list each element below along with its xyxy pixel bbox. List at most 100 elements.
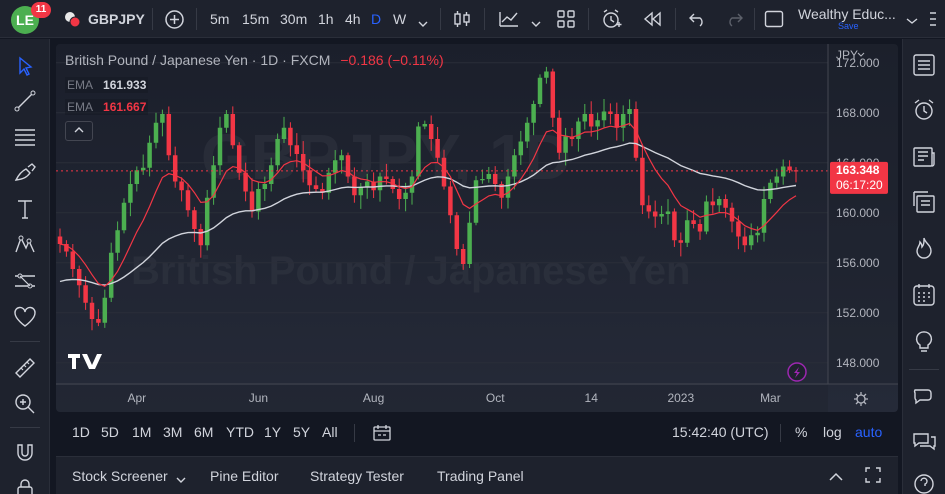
templates-icon[interactable] (556, 9, 576, 29)
utc-clock[interactable]: 15:42:40 (UTC) (672, 424, 769, 440)
candle (659, 205, 664, 224)
magnet-icon[interactable] (12, 439, 38, 465)
candle (300, 141, 306, 183)
maximize-icon[interactable] (864, 466, 882, 484)
tradingview-logo-icon[interactable] (68, 354, 102, 369)
divider (152, 8, 153, 30)
alert-clock-icon[interactable] (601, 8, 623, 30)
price-chart[interactable]: GBPJPY, 1D British Pound / Japanese Yen … (56, 44, 898, 412)
range-1m[interactable]: 1M (132, 424, 152, 440)
news-icon[interactable] (911, 144, 937, 170)
candle (409, 171, 415, 205)
candle (672, 208, 677, 247)
candle (102, 289, 108, 328)
range-1y[interactable]: 1Y (264, 424, 282, 440)
chat-bubbles-icon[interactable] (911, 384, 937, 410)
watchlist-icon[interactable] (911, 52, 937, 78)
redo-icon[interactable] (724, 10, 744, 28)
chart-legend: British Pound / Japanese Yen · 1D · FXCM… (65, 52, 444, 68)
candle (281, 116, 287, 143)
candles-icon[interactable] (452, 9, 472, 29)
price-scale-bg[interactable] (828, 44, 898, 384)
alarm-clock-icon[interactable] (911, 97, 937, 123)
chevron-down-icon[interactable] (418, 15, 428, 27)
ruler-icon[interactable] (12, 355, 38, 381)
compare-add-icon[interactable] (164, 9, 185, 30)
brush-icon[interactable] (12, 160, 38, 186)
replay-icon[interactable] (641, 10, 663, 28)
chevron-down-icon[interactable] (857, 52, 865, 57)
collapse-legend-button[interactable] (65, 121, 93, 141)
candle (531, 100, 536, 136)
hotlists-fire-icon[interactable] (911, 235, 937, 261)
lightbulb-icon[interactable] (911, 329, 937, 355)
tab-strategy-tester[interactable]: Strategy Tester (310, 468, 404, 484)
chevron-down-icon[interactable] (906, 12, 918, 24)
range-1d[interactable]: 1D (72, 424, 90, 440)
indicators-icon[interactable] (498, 9, 520, 29)
heart-icon[interactable] (12, 304, 38, 330)
interval-1h[interactable]: 1h (318, 11, 334, 27)
range-all[interactable]: All (322, 424, 338, 440)
range-3m[interactable]: 3M (163, 424, 183, 440)
undo-icon[interactable] (688, 10, 708, 28)
candle (544, 66, 549, 84)
chart-title[interactable]: British Pound / Japanese Yen · 1D · FXCM (65, 52, 331, 68)
interval-w[interactable]: W (393, 11, 407, 27)
interval-5m[interactable]: 5m (210, 11, 230, 27)
text-tool-icon[interactable] (12, 196, 38, 222)
time-scale: Apr Jun Aug Oct 14 2023 Mar (127, 391, 780, 405)
trend-line-icon[interactable] (12, 88, 38, 114)
lightning-icon[interactable] (787, 362, 807, 382)
interval-d[interactable]: D (371, 11, 382, 27)
chevron-down-icon[interactable] (531, 15, 541, 27)
range-5y[interactable]: 5Y (293, 424, 311, 440)
currency-label[interactable]: JPY (836, 48, 858, 62)
auto-scale-toggle[interactable]: auto (855, 424, 883, 440)
candle (742, 227, 748, 253)
ideas-stream-icon[interactable] (911, 189, 937, 215)
chevron-up-icon[interactable] (828, 469, 844, 481)
candle (147, 135, 152, 177)
goto-date-icon[interactable] (372, 423, 392, 443)
interval-30m[interactable]: 30m (280, 11, 308, 27)
messages-icon[interactable] (911, 429, 937, 455)
ema-legend-row[interactable]: EMA 161.933 (65, 77, 149, 93)
calendar-icon[interactable] (911, 282, 937, 308)
chart-pane[interactable]: GBPJPY, 1D British Pound / Japanese Yen … (56, 44, 898, 412)
lock-icon[interactable] (12, 475, 38, 494)
candle (473, 175, 479, 226)
price-tick-label: 156.000 (836, 256, 880, 270)
symbol-icon (64, 11, 81, 28)
range-6m[interactable]: 6M (194, 424, 214, 440)
candle (256, 181, 261, 220)
layout-icon[interactable] (764, 10, 784, 28)
interval-4h[interactable]: 4h (345, 11, 361, 27)
tab-pine-editor[interactable]: Pine Editor (210, 468, 279, 484)
log-scale-toggle[interactable]: log (823, 424, 842, 440)
candle (748, 223, 754, 250)
symbol-search-button[interactable]: GBPJPY (88, 11, 145, 27)
help-icon[interactable] (911, 471, 937, 494)
cursor-icon[interactable] (12, 53, 38, 79)
workspace-name[interactable]: Wealthy Educ... (798, 6, 896, 22)
candle (793, 167, 799, 183)
price-tick-label: 172.000 (836, 56, 880, 70)
range-5d[interactable]: 5D (101, 424, 119, 440)
range-ytd[interactable]: YTD (226, 424, 254, 440)
interval-15m[interactable]: 15m (242, 11, 270, 27)
settings-gear-icon[interactable] (854, 392, 868, 406)
candle (652, 200, 658, 228)
tab-stock-screener[interactable]: Stock Screener (72, 468, 168, 484)
zoom-in-icon[interactable] (12, 391, 38, 417)
fib-retracement-icon[interactable] (12, 124, 38, 150)
candle (345, 152, 351, 184)
ema-legend-row[interactable]: EMA 161.667 (65, 99, 149, 115)
chevron-down-icon[interactable] (176, 471, 186, 483)
percent-scale-toggle[interactable]: % (795, 424, 808, 440)
time-scale-bg[interactable] (56, 385, 828, 412)
tab-trading-panel[interactable]: Trading Panel (437, 468, 524, 484)
more-menu-icon[interactable] (928, 8, 938, 30)
pattern-icon[interactable] (12, 232, 38, 258)
prediction-icon[interactable] (12, 268, 38, 294)
